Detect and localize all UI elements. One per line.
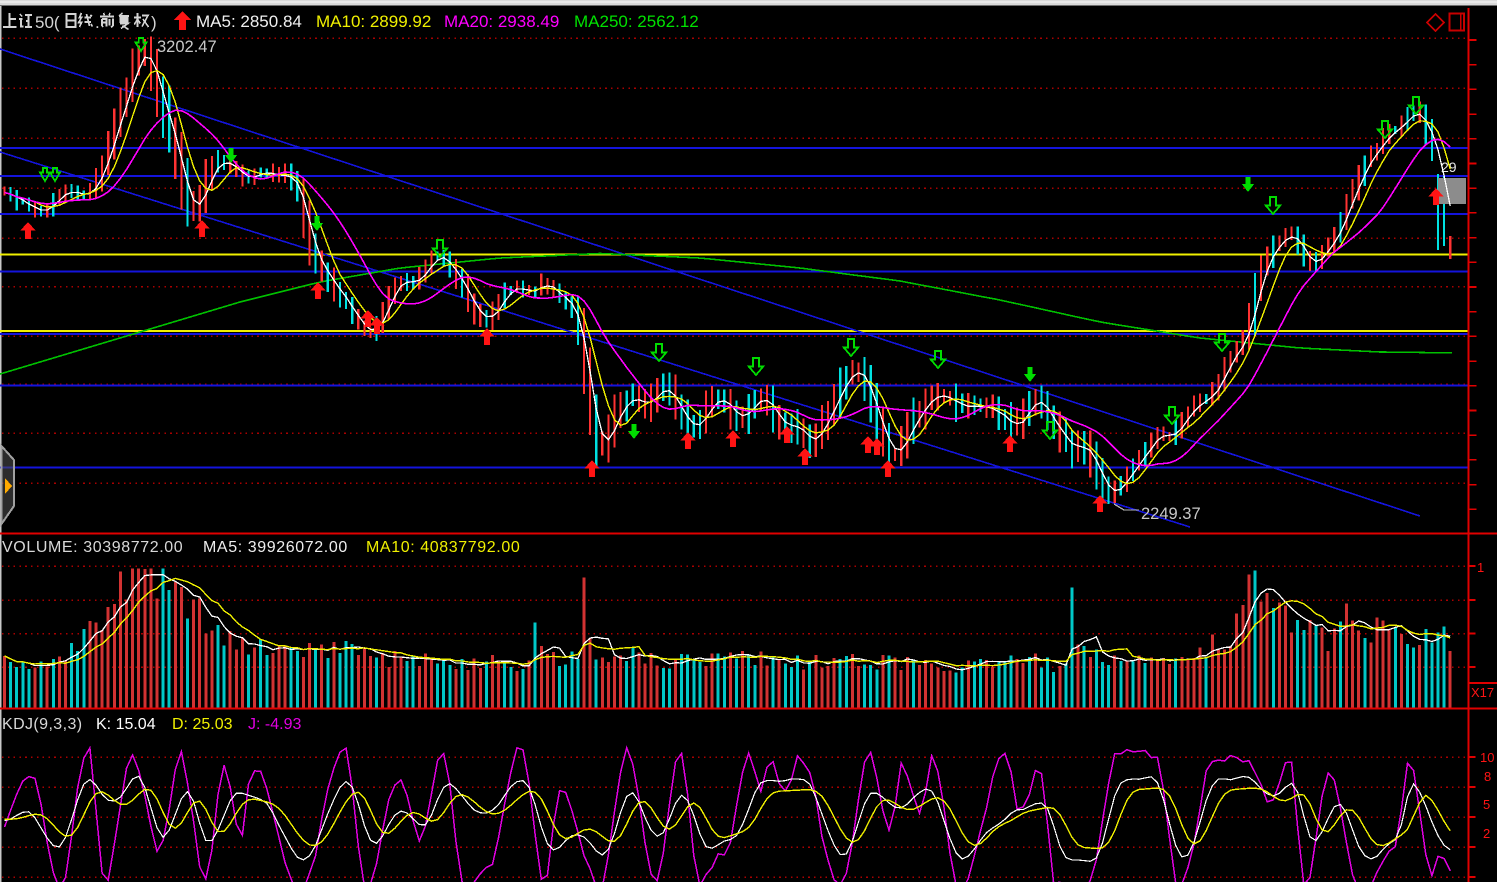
svg-text:3202.47: 3202.47 xyxy=(157,38,217,56)
svg-text:8: 8 xyxy=(1484,769,1491,784)
svg-text:): ) xyxy=(151,13,157,32)
svg-text:MA10: 2899.92: MA10: 2899.92 xyxy=(316,12,431,31)
svg-text:MA5: 39926072.00: MA5: 39926072.00 xyxy=(203,539,348,556)
svg-text:K: 15.04: K: 15.04 xyxy=(96,716,156,733)
svg-text:2249.37: 2249.37 xyxy=(1141,505,1201,523)
svg-text:2: 2 xyxy=(1483,826,1490,841)
svg-text:1: 1 xyxy=(1477,560,1484,575)
svg-text:MA250: 2562.12: MA250: 2562.12 xyxy=(574,12,699,31)
svg-text:10: 10 xyxy=(1480,750,1494,765)
svg-text:MA10: 40837792.00: MA10: 40837792.00 xyxy=(366,539,520,556)
svg-text:VOLUME: 30398772.00: VOLUME: 30398772.00 xyxy=(2,539,183,556)
svg-text:5: 5 xyxy=(1483,797,1490,812)
svg-text:J: -4.93: J: -4.93 xyxy=(248,716,301,733)
svg-text:MA20: 2938.49: MA20: 2938.49 xyxy=(444,12,559,31)
svg-text:KDJ(9,3,3): KDJ(9,3,3) xyxy=(2,716,82,733)
svg-text:D: 25.03: D: 25.03 xyxy=(172,716,233,733)
svg-text:.: . xyxy=(95,13,100,32)
svg-text:X17: X17 xyxy=(1471,685,1494,700)
svg-text:MA5: 2850.84: MA5: 2850.84 xyxy=(196,12,302,31)
svg-text:50(: 50( xyxy=(35,13,60,32)
